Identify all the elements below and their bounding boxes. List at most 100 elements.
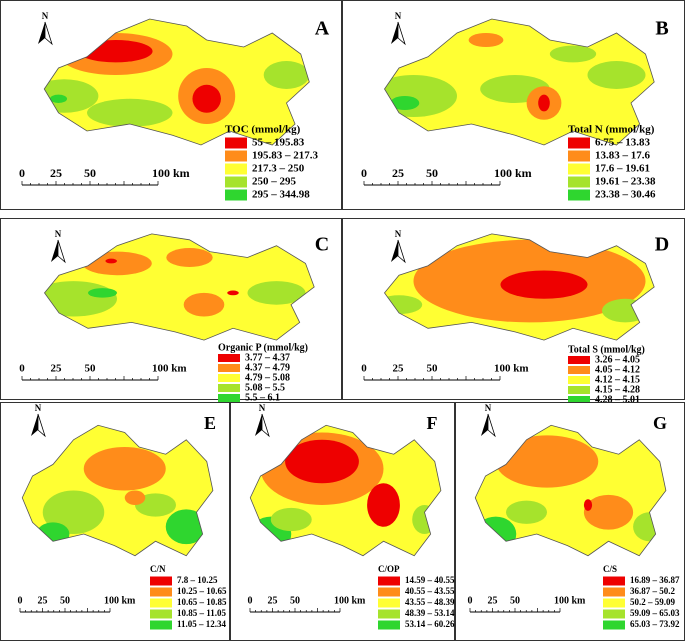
legend-swatch [378, 620, 400, 630]
legend-label: 6.75 – 13.83 [595, 137, 651, 149]
scale-label: 25 [488, 595, 498, 606]
legend-label: 14.59 – 40.55 [405, 575, 455, 585]
legend-swatch [568, 176, 590, 188]
north-label: N [395, 11, 402, 21]
zone [165, 509, 207, 545]
legend-swatch [603, 620, 625, 630]
scale-label: 50 [84, 166, 96, 180]
legend-swatch [218, 374, 240, 382]
scale-label: 100 km [494, 363, 529, 375]
scale-label: 25 [393, 363, 405, 375]
region-outline [43, 18, 310, 146]
panel-letter: A [315, 18, 330, 40]
region-outline [383, 233, 655, 341]
north-arrow-left [31, 414, 38, 436]
legend-swatch [568, 386, 590, 394]
scale-label: 0 [19, 363, 25, 375]
legend-swatch [225, 176, 247, 188]
region-outline [384, 18, 655, 146]
legend-label: 11.05 – 12.34 [177, 619, 227, 629]
legend-label: 23.38 – 30.46 [595, 189, 656, 201]
legend-label: 4.28 – 5.01 [595, 394, 640, 405]
legend-swatch [225, 163, 247, 175]
north-arrow-right [397, 21, 406, 46]
legend-label: 250 – 295 [252, 176, 297, 188]
legend-label: 4.12 – 4.15 [595, 374, 640, 385]
legend-title: C/N [150, 564, 166, 574]
zone [495, 435, 599, 488]
scale-label: 50 [60, 595, 70, 606]
legend-label: 50.2 – 59.09 [630, 597, 676, 607]
scale-label: 100 km [104, 595, 136, 606]
scale-label: 0 [361, 166, 367, 180]
legend-label: 16.89 – 36.87 [630, 575, 680, 585]
region-zones [44, 33, 310, 127]
zone [549, 45, 597, 63]
north-arrow-left [255, 414, 262, 436]
scale-label: 100 km [334, 595, 366, 606]
scale-label: 25 [268, 595, 278, 606]
legend-label: 4.15 – 4.28 [595, 384, 640, 395]
map-panel: D N Total S (mmol/kg)3.26 – 4.054.05 – 4.1… [342, 218, 685, 405]
north-arrow-left [51, 240, 58, 262]
north-arrow-right [487, 413, 496, 438]
scale-label: 100 km [554, 595, 586, 606]
legend-swatch [568, 137, 590, 149]
legend-swatch [603, 587, 625, 597]
panel-letter: G [653, 413, 667, 433]
legend-label: 3.77 – 4.37 [245, 352, 290, 363]
legend-swatch [150, 609, 172, 619]
north-label: N [485, 403, 492, 413]
zone [270, 507, 312, 532]
legend-swatch [568, 366, 590, 374]
legend-swatch [568, 396, 590, 404]
region-outline [249, 424, 442, 557]
scale-label: 100 km [494, 166, 532, 180]
zone [227, 290, 239, 296]
legend-label: 40.55 – 43.55 [405, 586, 455, 596]
panel-letter: B [655, 18, 668, 40]
scale-label: 100 km [152, 166, 190, 180]
legend-label: 53.14 – 60.26 [405, 619, 455, 629]
legend-label: 19.61 – 23.38 [595, 176, 656, 188]
north-arrow-left [391, 22, 398, 44]
scale-label: 25 [51, 363, 63, 375]
zone [183, 292, 225, 317]
zone [124, 490, 146, 505]
legend-label: 10.65 – 10.85 [177, 597, 227, 607]
legend-label: 195.83 – 217.3 [252, 150, 319, 162]
zone [87, 98, 173, 127]
north-label: N [55, 229, 62, 239]
scale-label: 50 [426, 166, 438, 180]
legend-swatch [225, 189, 247, 201]
zone [538, 94, 550, 112]
legend-swatch [568, 356, 590, 364]
legend-label: 48.39 – 53.14 [405, 608, 455, 618]
north-arrow-left [38, 22, 45, 44]
zone [390, 96, 420, 110]
legend-label: 17.6 – 19.61 [595, 163, 650, 175]
north-label: N [259, 403, 266, 413]
panel-letter: F [427, 413, 438, 433]
legend-swatch [378, 587, 400, 597]
north-label: N [42, 11, 49, 21]
legend-label: 5.5 – 6.1 [245, 392, 280, 403]
north-arrow-left [481, 414, 488, 436]
region-outline [21, 424, 214, 557]
legend-label: 65.03 – 73.92 [630, 619, 680, 629]
legend-swatch [218, 394, 240, 402]
legend-title: Total N (mmol/kg) [568, 124, 655, 136]
legend-swatch [378, 609, 400, 619]
north-arrow-right [44, 21, 53, 46]
legend-label: 59.09 – 65.03 [630, 608, 680, 618]
zone [367, 483, 400, 527]
zone [247, 281, 306, 305]
legend-swatch [603, 576, 625, 586]
legend-swatch [218, 354, 240, 362]
north-arrow-right [397, 239, 406, 264]
